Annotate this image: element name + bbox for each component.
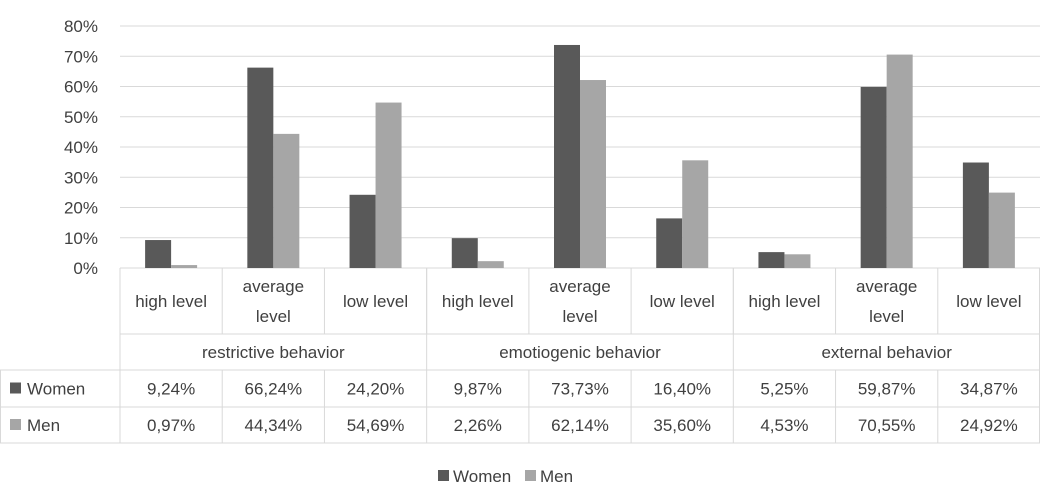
bar-men: [886, 54, 913, 269]
legend-key-women: [438, 470, 449, 481]
legend-label: Men: [540, 467, 573, 486]
bar-women: [962, 162, 989, 268]
category-label: low level: [650, 292, 715, 311]
y-tick-label: 10%: [64, 229, 98, 248]
category-label: average: [549, 277, 610, 296]
group-label: external behavior: [821, 343, 952, 362]
data-label: 0,97%: [147, 416, 195, 435]
y-tick-label: 40%: [64, 138, 98, 157]
data-label: 35,60%: [653, 416, 711, 435]
data-label: 5,25%: [760, 380, 808, 399]
category-label: high level: [442, 292, 514, 311]
y-tick-label: 0%: [73, 259, 98, 278]
data-label: 70,55%: [858, 416, 916, 435]
bar-women: [145, 240, 172, 268]
data-label: 62,14%: [551, 416, 609, 435]
data-label: 59,87%: [858, 380, 916, 399]
bar-women: [554, 44, 580, 268]
table-legend-key-men: [10, 419, 21, 430]
data-label: 34,87%: [960, 380, 1018, 399]
data-label: 16,40%: [653, 380, 711, 399]
data-label: 9,87%: [454, 380, 502, 399]
bar-men: [988, 192, 1015, 268]
data-label: 54,69%: [347, 416, 405, 435]
category-label: low level: [343, 292, 408, 311]
table-series-label: Women: [27, 380, 85, 399]
y-tick-label: 80%: [64, 17, 98, 36]
category-label: level: [563, 307, 598, 326]
table-legend-key-women: [10, 382, 21, 394]
bar-men: [580, 80, 606, 269]
group-label: restrictive behavior: [202, 343, 345, 362]
bar-women: [860, 86, 887, 268]
bar-men: [784, 254, 811, 268]
category-label: level: [869, 307, 904, 326]
y-tick-label: 60%: [64, 78, 98, 97]
bar-men: [273, 133, 300, 268]
bar-women: [451, 238, 478, 268]
category-label: low level: [956, 292, 1021, 311]
legend-key-men: [525, 470, 536, 481]
data-label: 73,73%: [551, 380, 609, 399]
data-label: 4,53%: [760, 416, 808, 435]
y-tick-label: 50%: [64, 108, 98, 127]
bar-women: [349, 194, 376, 268]
bar-men: [682, 160, 709, 268]
category-label: high level: [135, 292, 207, 311]
table-series-label: Men: [27, 416, 60, 435]
bar-men: [477, 261, 504, 268]
category-label: level: [256, 307, 291, 326]
category-label: average: [243, 277, 304, 296]
bar-women: [656, 218, 683, 268]
data-label: 66,24%: [244, 380, 302, 399]
data-label: 24,20%: [347, 380, 405, 399]
category-label: high level: [749, 292, 821, 311]
data-label: 2,26%: [454, 416, 502, 435]
data-label: 9,24%: [147, 380, 195, 399]
y-tick-label: 70%: [64, 47, 98, 66]
data-label: 44,34%: [244, 416, 302, 435]
bar-men: [171, 265, 198, 268]
data-label: 24,92%: [960, 416, 1018, 435]
bar-men: [375, 102, 402, 269]
y-tick-label: 20%: [64, 199, 98, 218]
category-label: average: [856, 277, 917, 296]
bar-women: [758, 252, 785, 268]
y-tick-label: 30%: [64, 168, 98, 187]
group-label: emotiogenic behavior: [499, 343, 661, 362]
legend-label: Women: [453, 467, 511, 486]
bar-women: [247, 67, 274, 269]
